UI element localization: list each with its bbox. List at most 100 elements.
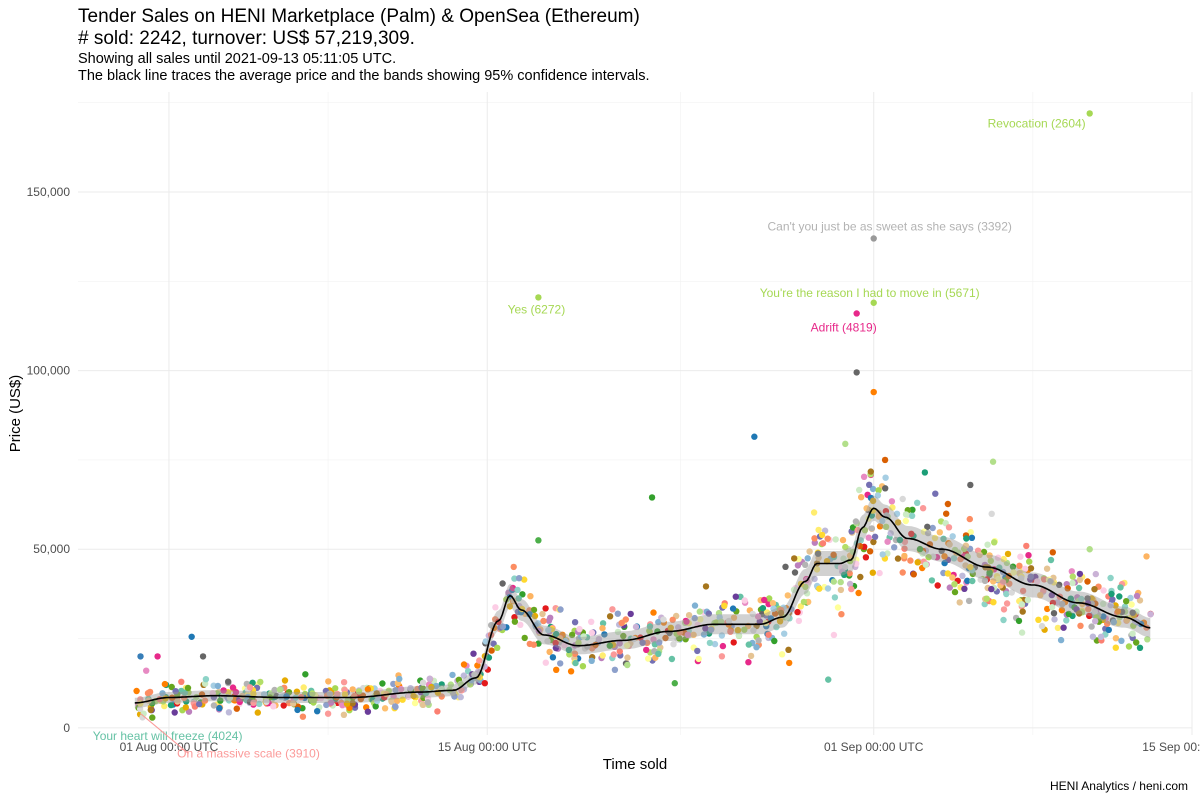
- sale-point: [399, 696, 406, 703]
- sale-point: [745, 659, 752, 666]
- sale-point: [925, 554, 932, 561]
- sale-point: [290, 700, 297, 707]
- sale-point: [730, 614, 738, 621]
- sale-point: [832, 536, 839, 543]
- sale-point: [803, 590, 811, 597]
- sale-point: [806, 548, 813, 555]
- sale-point: [791, 569, 799, 576]
- sale-point: [499, 580, 506, 587]
- sale-point: [515, 575, 523, 582]
- sale-point: [1092, 570, 1100, 578]
- sale-point: [749, 610, 756, 618]
- sale-point: [488, 647, 495, 654]
- sale-point: [990, 578, 997, 585]
- sale-point: [561, 642, 568, 649]
- sale-point: [257, 678, 264, 686]
- sale-point: [1097, 633, 1105, 640]
- sale-point: [1107, 574, 1114, 582]
- sale-point: [1019, 608, 1026, 615]
- sale-point: [256, 700, 263, 708]
- sale-point: [991, 539, 998, 546]
- sale-point: [571, 619, 579, 626]
- sale-point: [217, 697, 224, 704]
- sale-point: [161, 680, 169, 688]
- sale-point: [834, 604, 842, 611]
- sale-point: [770, 605, 777, 612]
- sale-point: [471, 671, 478, 678]
- x-axis-ticks: 01 Aug 00:00 UTC 15 Aug 00:00 UTC 01 Sep 0…: [120, 740, 1200, 754]
- sale-point: [1025, 552, 1032, 559]
- sale-point: [328, 699, 335, 706]
- sale-point: [962, 542, 970, 549]
- x-tick-label: 15 Sep 00:00 UTC: [1142, 740, 1200, 754]
- sale-point: [1063, 617, 1070, 624]
- sale-point: [202, 676, 210, 683]
- sale-point: [901, 545, 908, 552]
- sale-point: [943, 510, 950, 517]
- sale-point: [967, 563, 974, 571]
- sale-point: [310, 696, 318, 704]
- sale-point: [1078, 595, 1085, 603]
- sale-point: [595, 636, 603, 643]
- sale-point: [614, 610, 621, 617]
- sale-point: [831, 594, 839, 601]
- sale-point: [887, 530, 894, 537]
- sale-point: [824, 585, 832, 592]
- annotation-label: Can't you just be as sweet as she says (…: [767, 220, 1011, 234]
- sale-point: [530, 641, 537, 648]
- sale-point: [870, 538, 877, 546]
- sale-point: [567, 668, 575, 675]
- sale-point-highlight: [535, 294, 542, 301]
- sale-point: [950, 555, 958, 562]
- sale-point: [1088, 623, 1095, 630]
- x-tick-label: 01 Aug 00:00 UTC: [120, 740, 219, 754]
- sale-point: [506, 603, 514, 610]
- sale-point: [856, 542, 864, 550]
- sale-point: [777, 609, 785, 617]
- sale-point: [908, 512, 916, 519]
- sale-point: [552, 644, 560, 652]
- sale-point: [946, 584, 953, 591]
- sale-point: [963, 535, 970, 542]
- sale-point: [772, 610, 779, 617]
- sale-point: [1147, 611, 1154, 618]
- sale-point: [394, 697, 401, 704]
- sale-point: [606, 613, 614, 620]
- sale-point: [941, 553, 948, 560]
- x-axis-title: Time sold: [603, 756, 667, 773]
- sale-point: [133, 687, 140, 695]
- sale-point: [632, 623, 640, 631]
- sale-point: [576, 625, 583, 633]
- sale-point: [849, 524, 857, 531]
- sale-point: [732, 593, 739, 600]
- sale-point: [794, 608, 801, 616]
- sale-point: [893, 510, 901, 517]
- sale-point: [879, 551, 886, 558]
- sale-point: [232, 689, 240, 696]
- annotation-label: You're the reason I had to move in (5671…: [760, 286, 980, 300]
- sale-point: [428, 683, 435, 691]
- sale-point: [650, 609, 657, 616]
- sale-point: [730, 639, 737, 646]
- sale-point-highlight: [751, 433, 758, 440]
- sale-point: [627, 610, 634, 618]
- sale-point: [340, 711, 348, 718]
- sale-point: [830, 578, 837, 585]
- sale-point: [458, 687, 465, 694]
- sale-point-highlight: [1143, 553, 1150, 560]
- sale-point: [260, 691, 268, 698]
- sale-point: [341, 691, 349, 698]
- sale-point: [1058, 607, 1066, 614]
- sale-point-highlight: [143, 667, 150, 674]
- sale-point: [172, 688, 179, 695]
- sale-point: [888, 498, 896, 505]
- sale-point: [966, 515, 973, 523]
- sale-point-highlight: [853, 310, 860, 317]
- sale-point: [901, 552, 908, 560]
- sale-point-highlight: [842, 440, 849, 448]
- sale-point: [700, 631, 708, 638]
- sale-point: [544, 638, 551, 645]
- sale-point: [951, 588, 959, 596]
- sale-point: [624, 661, 631, 669]
- sale-point: [863, 505, 870, 512]
